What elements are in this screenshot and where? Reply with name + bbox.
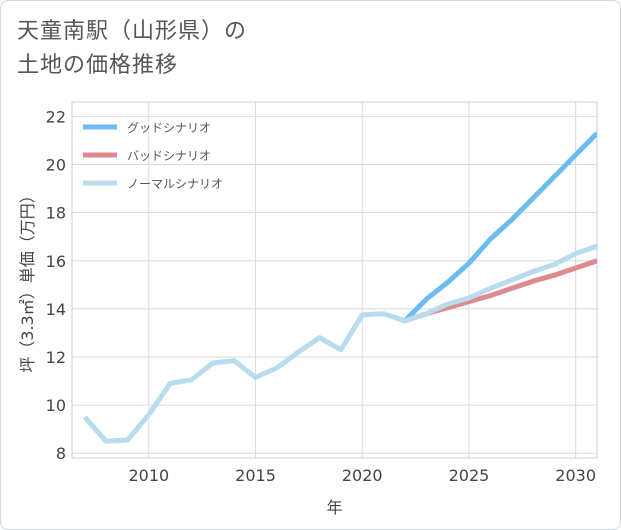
- y-tick-label: 8: [56, 444, 66, 463]
- y-tick-label: 18: [46, 204, 66, 223]
- y-tick-label: 16: [46, 252, 66, 271]
- y-tick-label: 14: [46, 300, 66, 319]
- y-axis-label: 坪（3.3㎡）単価（万円）: [18, 187, 37, 372]
- x-tick-label: 2015: [235, 466, 276, 485]
- chart-series-lines: [82, 131, 597, 444]
- legend-label-1: バッドシナリオ: [127, 149, 211, 163]
- plot-area-border: [71, 101, 598, 459]
- x-tick-label: 2025: [449, 466, 490, 485]
- series-line-0: [403, 131, 597, 323]
- chart-title-line1: 天童南駅（山形県）の: [17, 19, 248, 44]
- legend-label-0: グッドシナリオ: [127, 121, 211, 135]
- y-tick-label: 22: [46, 107, 66, 126]
- x-tick-label: 2030: [555, 466, 596, 485]
- legend-label-2: ノーマルシナリオ: [127, 177, 223, 191]
- series-line-2: [82, 243, 597, 444]
- x-tick-label: 2010: [128, 466, 169, 485]
- x-tick-label: 2020: [342, 466, 383, 485]
- y-tick-label: 20: [46, 156, 66, 175]
- y-tick-label: 10: [46, 396, 66, 415]
- chart-tick-labels: 2010 2015 2020 2025 2030 8 10 12 14 16 18 20 22: [46, 107, 596, 485]
- chart-grid: [72, 102, 597, 458]
- chart-title-line2: 土地の価格推移: [17, 53, 179, 78]
- x-axis-label: 年: [326, 498, 342, 517]
- chart-title: 天童南駅（山形県）の 土地の価格推移: [17, 15, 247, 83]
- y-tick-label: 12: [46, 348, 66, 367]
